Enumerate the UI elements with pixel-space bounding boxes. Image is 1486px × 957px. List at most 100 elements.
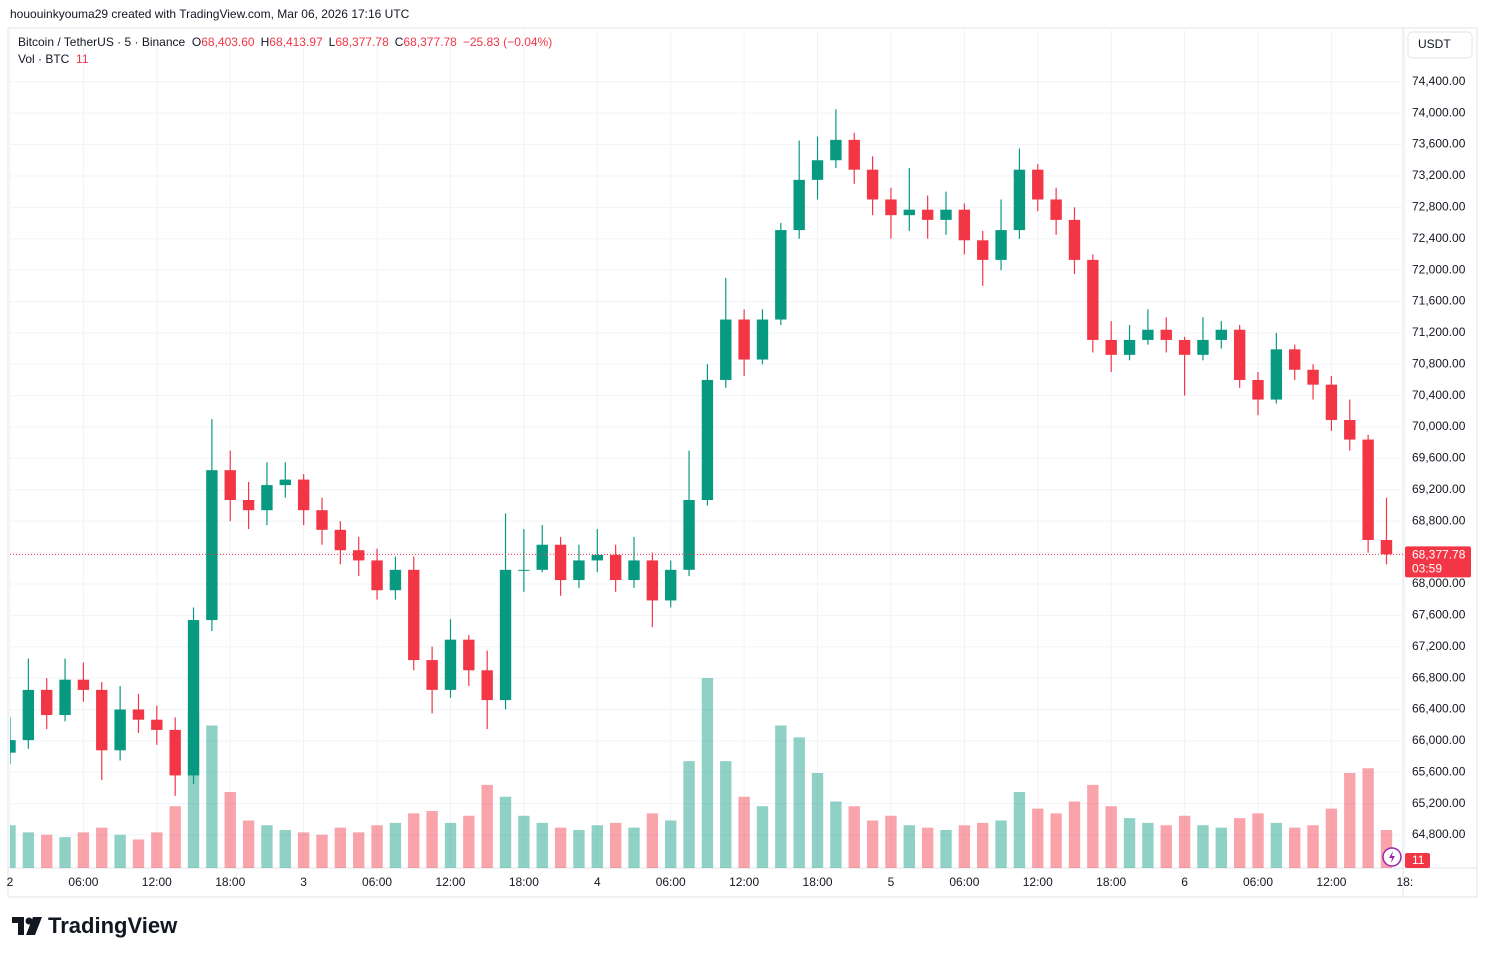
ohlc-value: 68,413.97: [269, 35, 323, 49]
x-tick-label: 12:00: [1023, 875, 1053, 889]
ohlc-label: C: [394, 35, 404, 49]
volume-bar: [444, 822, 457, 868]
volume-bar: [1307, 825, 1319, 868]
volume-bar: [518, 815, 530, 868]
x-tick-label: 18:00: [1096, 875, 1126, 889]
candle-body: [1252, 379, 1264, 400]
volume-bar: [701, 678, 714, 868]
volume-bar: [1215, 827, 1227, 868]
volume-bar: [609, 822, 622, 868]
x-tick-label: 12:00: [1316, 875, 1346, 889]
volume-bar: [1362, 768, 1374, 868]
candle-body: [22, 689, 35, 741]
candle-body: [977, 240, 989, 260]
candle-body: [481, 670, 493, 701]
candle-body: [701, 379, 714, 501]
candle-body: [609, 554, 622, 581]
logo-mark: [12, 917, 42, 935]
volume-bar: [10, 825, 16, 868]
candle-body: [738, 319, 750, 360]
currency[interactable]: USDT: [1418, 37, 1451, 51]
volume-bar: [554, 827, 567, 868]
volume-bar: [1289, 827, 1301, 868]
x-tick-label: 3: [300, 875, 307, 889]
volume-bar: [316, 834, 328, 868]
x-tick-label: 12:00: [435, 875, 465, 889]
candle-body: [463, 639, 475, 671]
y-tick-label: 68,000.00: [1412, 576, 1466, 590]
y-tick-label: 65,200.00: [1412, 796, 1466, 810]
candle-body: [151, 719, 163, 730]
x-tick-label: 12:00: [142, 875, 172, 889]
candle-body: [1344, 419, 1356, 440]
candle-body: [518, 569, 530, 571]
y-tick-label: 66,800.00: [1412, 670, 1466, 684]
candle-body: [41, 689, 53, 715]
candle-body: [1380, 540, 1393, 555]
volume-bar: [1197, 825, 1209, 868]
candle-body: [1325, 384, 1338, 420]
volume-bar: [389, 822, 402, 868]
y-tick-label: 67,200.00: [1412, 639, 1466, 653]
footer-logo: TradingView: [12, 913, 177, 939]
candle-body: [1032, 169, 1044, 200]
candle-body: [334, 529, 347, 551]
y-tick-label: 64,800.00: [1412, 827, 1466, 841]
x-tick-label: 12:00: [729, 875, 759, 889]
volume-bar: [242, 820, 255, 868]
chart-frame: [7, 27, 1478, 898]
volume-bar: [261, 825, 273, 868]
y-tick-label: 70,400.00: [1412, 388, 1466, 402]
volume-bar: [114, 834, 126, 868]
candle-body: [389, 569, 402, 591]
candle-body: [77, 679, 90, 690]
last-price-badge: [1405, 546, 1471, 578]
volume-bar: [1050, 813, 1062, 868]
ohlc: O68,403.60 H68,413.97 L68,377.78 C68,377.78: [192, 35, 463, 49]
volume-bar: [408, 813, 420, 868]
volume-bar: [775, 725, 787, 868]
volume-badge-label: 11: [1412, 853, 1425, 867]
x-tick-label: 18:: [1396, 875, 1413, 889]
legend: Bitcoin / TetherUS · 5 · Binance O68,403…: [18, 34, 558, 68]
y-tick-label: 72,000.00: [1412, 262, 1466, 276]
volume-row: Vol · BTC 11: [18, 51, 558, 68]
candle-body: [775, 230, 787, 320]
y-tick-label: 74,400.00: [1412, 74, 1466, 88]
x-tick-label: 5: [888, 875, 895, 889]
countdown: 03:59: [1412, 561, 1442, 575]
x-tick-label: 06:00: [68, 875, 98, 889]
volume-bar: [151, 832, 163, 868]
change: −25.83 (−0.04%): [462, 35, 553, 49]
volume-bar: [426, 811, 438, 868]
candle-body: [316, 510, 328, 530]
x-tick-label: 06:00: [362, 875, 392, 889]
currency-button[interactable]: [1407, 31, 1473, 59]
y-tick-label: 72,800.00: [1412, 200, 1466, 214]
candle-body: [132, 709, 145, 720]
y-tick-label: 70,000.00: [1412, 419, 1466, 433]
y-tick-label: 67,600.00: [1412, 608, 1466, 622]
volume-bar: [1087, 784, 1099, 868]
candle-body: [554, 544, 567, 581]
symbol: Bitcoin / TetherUS · 5 · Binance: [18, 35, 186, 49]
logo-text: TradingView: [48, 913, 178, 938]
volume-bar: [334, 827, 347, 868]
volume-bar: [903, 825, 915, 868]
y-tick-label: 66,000.00: [1412, 733, 1466, 747]
volume-bar: [921, 827, 934, 868]
y-tick-label: 73,200.00: [1412, 168, 1466, 182]
candle-body: [830, 139, 842, 161]
volume-bar: [481, 784, 493, 868]
candle-body: [224, 470, 236, 501]
volume-bar: [995, 820, 1007, 868]
candle-body: [59, 679, 71, 715]
volume-bar: [371, 825, 383, 868]
volume-bar: [1160, 825, 1172, 868]
volume-bar: [1344, 773, 1356, 868]
candle-body: [720, 319, 732, 380]
candle-body: [1215, 329, 1227, 340]
candle-body: [628, 560, 640, 581]
y-tick-label: 69,200.00: [1412, 482, 1466, 496]
volume-bar: [169, 806, 181, 868]
